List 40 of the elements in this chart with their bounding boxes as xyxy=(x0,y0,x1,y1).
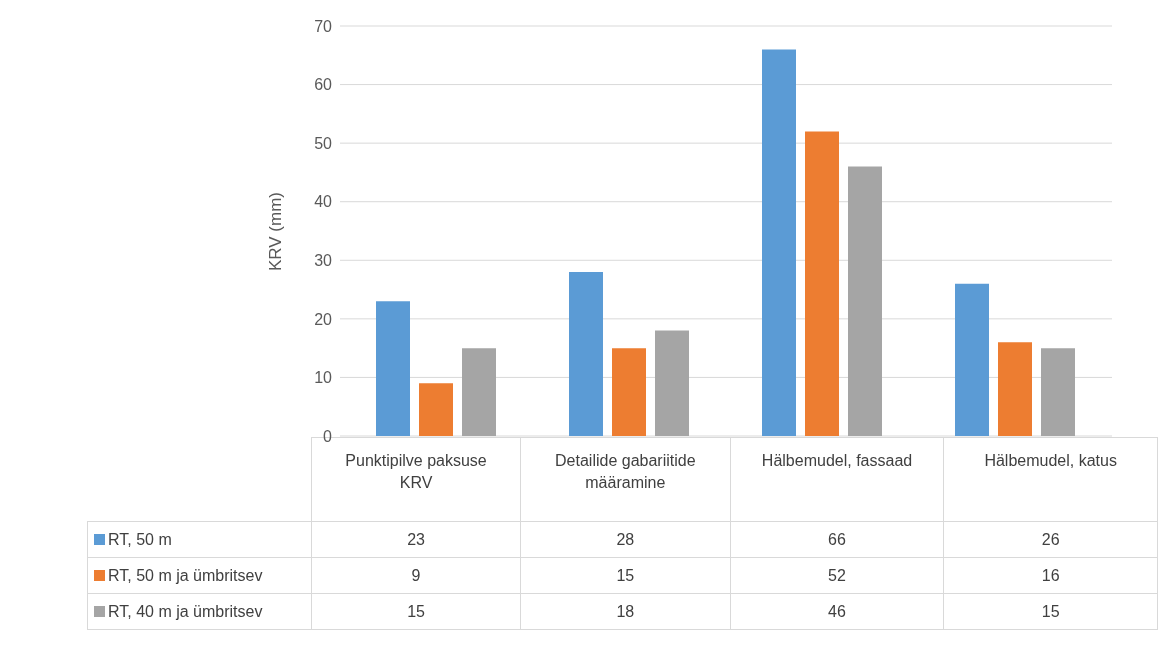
y-tick-label: 70 xyxy=(314,17,333,35)
bar xyxy=(805,131,839,436)
data-label: 9 xyxy=(311,557,521,594)
bar xyxy=(419,383,453,436)
bar xyxy=(612,348,646,436)
y-tick-label: 40 xyxy=(314,193,333,211)
data-label: 52 xyxy=(730,557,944,594)
x-tick-label: Punktipilve paksuse KRV xyxy=(345,452,487,491)
data-label: 28 xyxy=(520,521,731,558)
bar xyxy=(848,166,882,436)
y-tick-label: 10 xyxy=(314,369,333,387)
bar xyxy=(569,272,603,436)
legend-label: RT, 40 m ja ümbritsev xyxy=(87,593,312,630)
data-label: 16 xyxy=(943,557,1158,594)
bar xyxy=(998,342,1032,436)
x-tick-label: Detailide gabariitide määramine xyxy=(520,437,731,522)
data-label: 66 xyxy=(730,521,944,558)
legend-label: RT, 50 m xyxy=(87,521,312,558)
x-tick-label: Hälbemudel, fassaad xyxy=(730,437,944,522)
data-label: 15 xyxy=(311,593,521,630)
y-axis-title: KRV (mm) xyxy=(266,191,286,271)
data-label: 15 xyxy=(520,557,731,594)
data-label: 18 xyxy=(520,593,731,630)
y-tick-label: 60 xyxy=(314,76,333,94)
bar xyxy=(1041,348,1075,436)
bar xyxy=(655,330,689,436)
data-label: 46 xyxy=(730,593,944,630)
data-label: 15 xyxy=(943,593,1158,630)
bar xyxy=(762,49,796,436)
y-tick-label: 20 xyxy=(314,310,333,328)
bar xyxy=(955,283,989,436)
x-tick-label: Hälbemudel, katus xyxy=(943,437,1158,522)
y-tick-label: 50 xyxy=(314,134,333,152)
bar xyxy=(462,348,496,436)
data-label: 23 xyxy=(311,521,521,558)
data-label: 26 xyxy=(943,521,1158,558)
y-tick-label: 30 xyxy=(314,251,333,269)
y-tick-label: 0 xyxy=(323,427,333,445)
legend-label: RT, 50 m ja ümbritsev xyxy=(87,557,312,594)
bar xyxy=(376,301,410,436)
